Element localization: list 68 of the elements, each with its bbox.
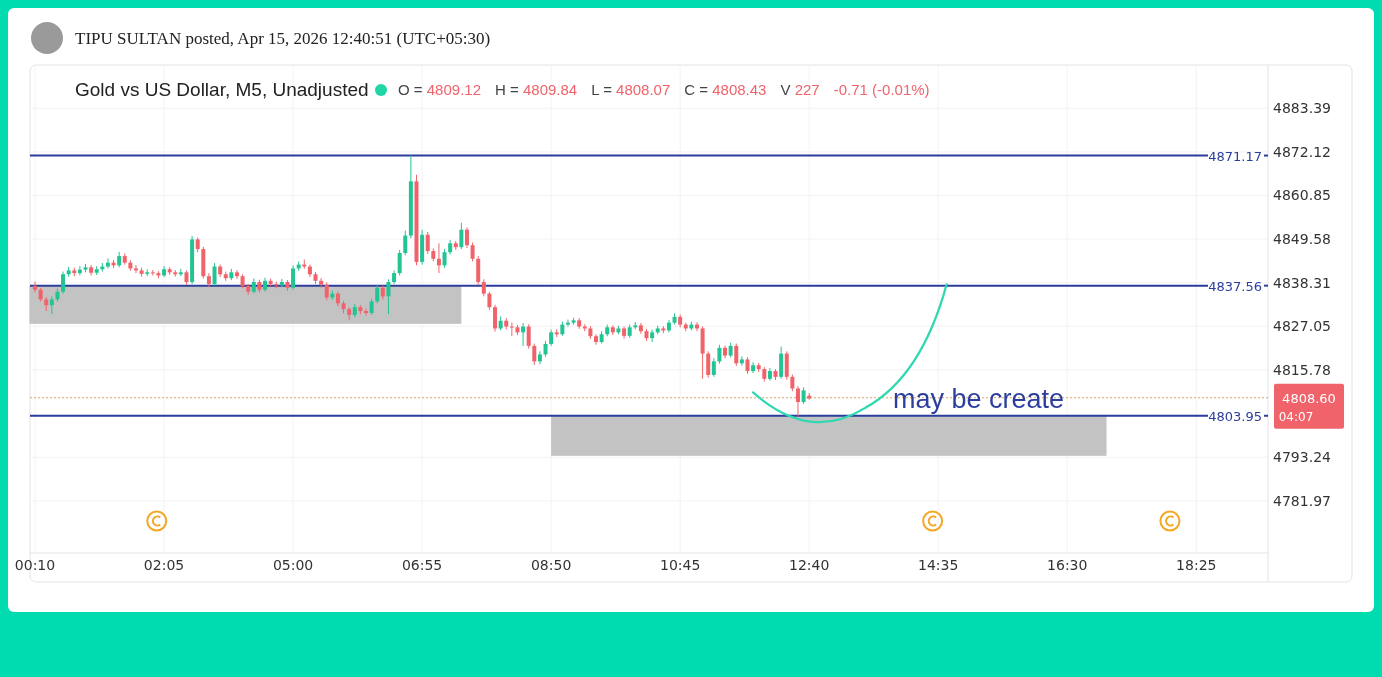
candlestick <box>212 262 217 286</box>
candlestick <box>537 350 542 365</box>
text: TIPU SULTAN posted, Apr 15, 2026 12:40:51 (UTC+05:30) <box>75 29 491 48</box>
candlestick <box>162 265 167 278</box>
x-tick-label: 18:25 <box>1176 557 1217 573</box>
candlestick <box>234 269 239 280</box>
x-tick-label: 16:30 <box>1047 557 1088 573</box>
candlestick <box>476 255 481 286</box>
candlestick <box>526 323 531 350</box>
candlestick <box>364 308 368 317</box>
candlestick <box>105 257 110 269</box>
candlestick <box>464 226 469 249</box>
ref-line-label: 4837.56 <box>1208 278 1262 294</box>
candlestick <box>594 333 599 346</box>
candlestick <box>739 355 744 367</box>
candlestick <box>178 268 183 277</box>
candlestick <box>779 346 784 380</box>
candlestick <box>319 277 324 289</box>
candlestick <box>706 350 711 379</box>
y-tick-label: 4849.58 <box>1273 231 1331 248</box>
ref-line-label: 4871.17 <box>1208 148 1262 164</box>
candlestick <box>795 385 800 417</box>
y-tick-label: 4827.05 <box>1273 318 1331 335</box>
candlestick <box>291 264 296 291</box>
text: Gold vs US Dollar, M5, Unadjusted <box>75 79 369 100</box>
candlestick <box>403 230 408 256</box>
y-tick-label: 4883.39 <box>1273 100 1331 117</box>
x-tick-label: 14:35 <box>918 557 959 573</box>
candlestick <box>459 222 464 250</box>
x-tick-label: 08:50 <box>530 557 572 573</box>
x-tick-label: 02:05 <box>143 557 185 573</box>
text: O = 4809.12 H = 4809.84 L = 4808.07 C = 4808.43 V 227 -0.71 (-0.01%) <box>398 81 930 98</box>
text: 04:07 <box>1278 409 1314 424</box>
candlestick <box>33 281 38 293</box>
candlestick <box>717 344 722 365</box>
y-tick-label: 4838.31 <box>1273 274 1331 291</box>
x-tick-label: 12:40 <box>789 557 830 573</box>
candlestick <box>133 264 138 274</box>
candlestick <box>397 249 402 276</box>
y-tick-label: 4781.97 <box>1273 492 1331 509</box>
annotation: may be create <box>893 384 1065 414</box>
y-tick-label: 4815.78 <box>1273 361 1331 378</box>
y-tick-label: 4872.12 <box>1273 143 1331 160</box>
x-tick-label: 10:45 <box>659 557 701 573</box>
x-tick-label: 00:10 <box>14 557 56 573</box>
candlestick <box>532 343 537 366</box>
candlestick <box>375 284 380 304</box>
x-tick-label: 05:00 <box>272 557 314 573</box>
candlestick <box>638 322 643 335</box>
candlestick <box>565 319 570 328</box>
candlestick <box>784 350 789 381</box>
candlestick <box>442 248 447 269</box>
candlestick <box>711 357 716 378</box>
candlestick <box>751 361 756 374</box>
y-tick-label: 4860.85 <box>1273 187 1331 204</box>
candlestick <box>650 329 655 343</box>
ref-line-label: 4808.60 <box>1282 390 1336 406</box>
y-tick-label: 4793.24 <box>1273 449 1332 466</box>
candlestick <box>61 271 66 295</box>
candlestick <box>470 242 475 262</box>
candlestick <box>386 278 391 315</box>
candlestick <box>734 343 739 367</box>
candlestick <box>487 291 492 311</box>
candlestick <box>436 242 441 274</box>
x-tick-label: 06:55 <box>401 557 443 573</box>
candlestick <box>493 304 498 333</box>
ref-line-label: 4803.95 <box>1208 408 1262 424</box>
candlestick <box>425 231 430 255</box>
